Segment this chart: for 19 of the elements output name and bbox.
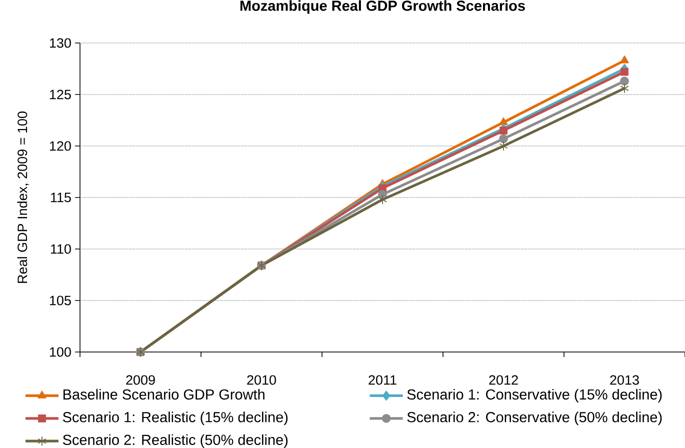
- legend-label: Scenario 2: Realistic (50% decline): [62, 434, 288, 448]
- x-tick-label: 2013: [610, 375, 639, 385]
- x-tick-label: 2011: [368, 375, 396, 385]
- y-tick-label: 110: [50, 244, 71, 254]
- x-tick-label: 2012: [489, 375, 518, 385]
- chart-title: Mozambique Real GDP Growth Scenarios: [240, 0, 525, 14]
- legend-label: Scenario 1: Realistic (15% decline): [62, 412, 288, 426]
- legend-label: Scenario 2: Conservative (50% decline): [407, 412, 662, 426]
- y-tick-label: 130: [50, 38, 71, 48]
- legend-label: Baseline Scenario GDP Growth: [63, 388, 264, 400]
- y-tick-label: 120: [50, 141, 71, 151]
- y-axis-title: Real GDP Index, 2009 = 100: [17, 112, 29, 283]
- y-tick-label: 115: [50, 192, 71, 202]
- y-tick-label: 100: [50, 347, 71, 357]
- x-tick-label: 2010: [247, 375, 276, 385]
- y-tick-label: 125: [50, 90, 71, 100]
- x-tick-label: 2009: [126, 375, 155, 385]
- legend-label: Scenario 1: Conservative (15% decline): [407, 388, 662, 402]
- y-tick-label: 105: [50, 296, 71, 306]
